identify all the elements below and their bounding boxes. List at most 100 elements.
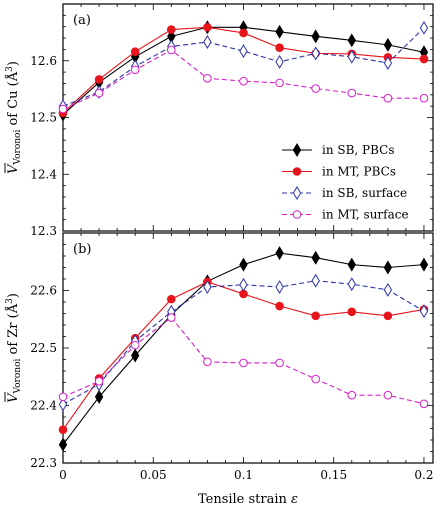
data-point [275,301,284,311]
data-point [311,250,320,265]
data-point [239,358,248,368]
data-point [58,392,68,402]
data-point [383,282,393,297]
y-tick-label: 12.5 [30,111,57,125]
data-point [203,22,212,32]
data-point [275,358,284,368]
data-point [347,88,357,98]
legend-marker [292,167,302,176]
data-point [311,311,320,321]
data-point [94,88,104,98]
data-point [347,33,356,48]
x-tick-label: 0.15 [320,468,347,482]
data-point [58,437,68,452]
y-axis-label-superscript: 3 [5,66,15,72]
y-axis-label-subscript: Voronoi [13,359,23,395]
data-point [239,257,248,272]
series-line [62,26,425,116]
series-line [62,316,425,405]
legend-label: in SB, surface [322,186,407,200]
data-point [311,46,320,61]
y-tick-label: 22.3 [30,456,57,470]
data-point [130,65,140,75]
panel-label: (b) [73,242,91,257]
data-point [239,44,248,59]
data-point [203,357,212,367]
y-tick-label: 12.3 [30,224,57,238]
x-axis-label-symbol: ε [291,492,298,507]
y-axis-label-text: of Cu (Å [5,71,21,129]
data-point [383,56,393,70]
data-point [58,104,68,114]
series-3 [58,313,429,409]
data-point [311,29,320,44]
data-point [239,28,248,38]
data-point [131,348,140,363]
data-point [203,280,212,295]
series-line [62,27,425,107]
legend: in SB, PBCs in MT, PBCs in SB, surface in M… [282,143,409,222]
data-point [275,43,284,52]
data-point [166,313,176,322]
data-point [419,93,429,103]
data-point [347,307,357,317]
data-point [166,45,176,55]
legend-label: in SB, PBCs [322,143,395,157]
data-point [347,49,356,64]
legend-label: in MT, surface [322,208,409,222]
data-point [347,257,356,272]
data-point [383,93,393,103]
legend-label: in MT, PBCs [322,165,396,179]
legend-marker [292,210,302,219]
data-point [347,277,356,292]
y-axis-label-close: ) [6,61,21,66]
data-point [419,257,429,272]
x-tick-label: 0 [59,468,67,482]
series-1 [58,277,429,434]
data-point [311,374,320,384]
series-line [62,49,424,110]
series-1 [58,22,429,118]
data-point [94,389,104,404]
data-point [383,37,393,52]
data-point [383,311,393,321]
panel-label: (a) [73,13,91,28]
data-point [166,294,176,304]
data-point [275,54,284,69]
y-tick-label: 22.5 [30,341,57,355]
x-axis-label: Tensile strain ε [198,492,298,507]
y-tick-label: 12.4 [30,167,57,181]
data-point [58,397,68,412]
data-point [419,399,429,409]
data-point [275,24,284,39]
data-point [239,277,248,292]
y-axis-label-subscript: Voronoi [13,130,23,166]
data-point [419,20,429,35]
x-tick-label: 0.1 [234,468,253,482]
plot-frame [62,232,434,464]
y-axis-label-superscript: 3 [5,298,15,304]
panel-a-cu: 12.3 12.4 12.5 12.6 (a) VVoronoi of Cu (Å3) in… [4,3,434,238]
data-point [130,340,140,350]
legend-marker [292,143,302,157]
y-tick-label: 22.6 [30,284,57,298]
y-axis-label: VVoronoi of Cu (Å3) [5,61,23,174]
series-line [62,280,425,405]
y-axis-label-symbol: V [6,392,21,403]
x-tick-label: 0.2 [414,468,433,482]
data-point [239,76,248,86]
x-axis-label-text: Tensile strain [198,492,291,507]
data-point [58,425,68,434]
series-3 [58,45,429,114]
y-axis-label-close: ) [6,293,21,298]
data-point [94,75,104,84]
data-point [275,246,284,261]
y-tick-label: 22.4 [30,399,57,413]
data-point [419,304,429,319]
data-point [130,47,140,56]
data-point [203,35,212,49]
data-point [203,74,212,83]
data-point [275,78,284,88]
series-line [62,281,425,430]
x-tick-label: 0.05 [140,468,167,482]
